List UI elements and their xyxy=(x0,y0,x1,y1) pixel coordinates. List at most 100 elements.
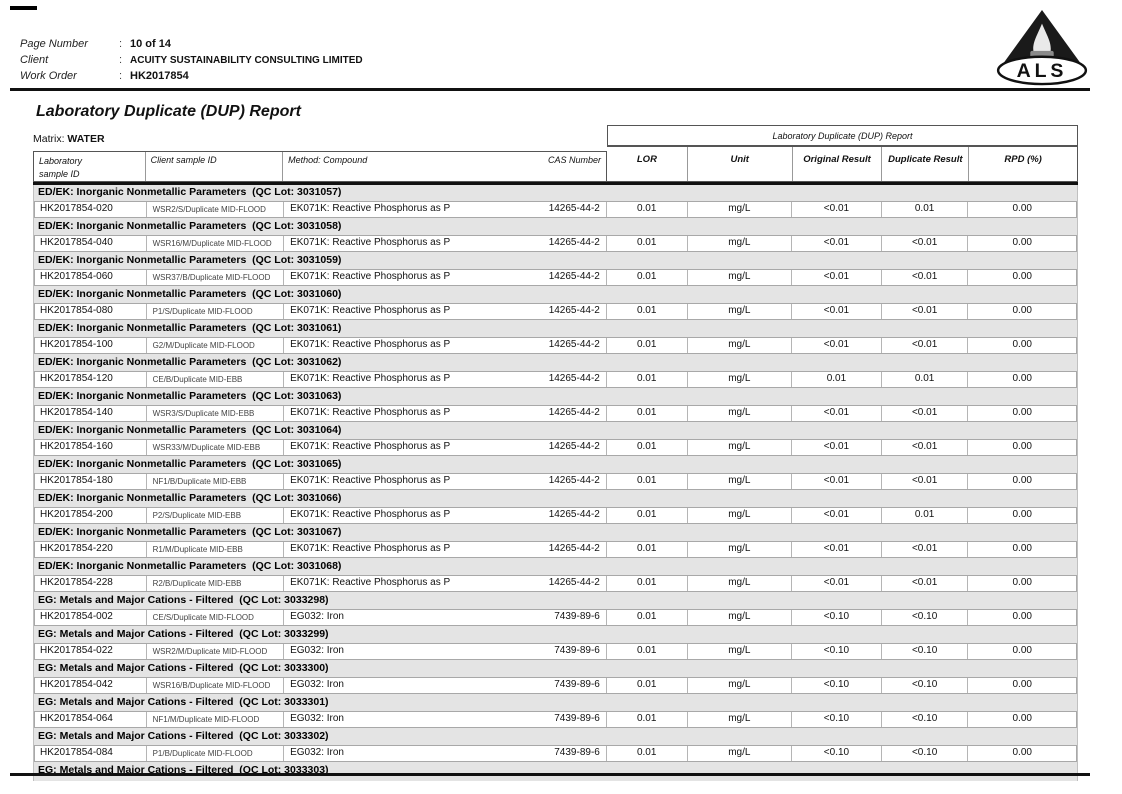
lab-sample-id-cell: HK2017854-200 xyxy=(35,508,147,523)
lor-cell: 0.01 xyxy=(607,474,688,489)
group-header: ED/EK: Inorganic Nonmetallic Parameters … xyxy=(34,219,1077,234)
method-cas-cell: EK071K: Reactive Phosphorus as P 14265-44… xyxy=(284,542,607,557)
lab-sample-id-cell: HK2017854-042 xyxy=(35,678,147,693)
group-header: ED/EK: Inorganic Nonmetallic Parameters … xyxy=(34,287,1077,302)
client-sample-id-cell: WSR2/M/Duplicate MID-FLOOD xyxy=(147,644,285,659)
client-sample-id-cell: CE/B/Duplicate MID-EBB xyxy=(147,372,285,387)
lor-cell: 0.01 xyxy=(607,236,688,251)
unit-cell: mg/L xyxy=(688,202,793,217)
table-row: HK2017854-228 R2/B/Duplicate MID-EBB EK071… xyxy=(34,575,1077,592)
lab-sample-id-cell: HK2017854-080 xyxy=(35,304,147,319)
client-sample-id-cell: WSR33/M/Duplicate MID-EBB xyxy=(147,440,285,455)
unit-cell: mg/L xyxy=(688,304,793,319)
lab-sample-id-cell: HK2017854-040 xyxy=(35,236,147,251)
rpd-cell: 0.00 xyxy=(1012,611,1032,622)
group-header: EG: Metals and Major Cations - Filtered … xyxy=(34,729,1077,744)
span-header: Laboratory Duplicate (DUP) Report xyxy=(607,125,1078,146)
method-compound-value: EG032: Iron xyxy=(290,645,344,656)
original-result-cell: <0.10 xyxy=(792,712,882,727)
group-header: ED/EK: Inorganic Nonmetallic Parameters … xyxy=(34,525,1077,540)
duplicate-result-cell: 0.01 xyxy=(882,372,969,387)
client-label: Client xyxy=(20,54,49,66)
duplicate-result-cell: 0.01 xyxy=(882,202,969,217)
rpd-cell: 0.00 xyxy=(1012,407,1032,418)
method-compound-value: EK071K: Reactive Phosphorus as P xyxy=(290,203,451,214)
lab-sample-id-cell: HK2017854-022 xyxy=(35,644,147,659)
lor-cell: 0.01 xyxy=(607,678,688,693)
rpd-cell: 0.00 xyxy=(1012,509,1032,520)
cas-number-value: 7439-89-6 xyxy=(554,713,600,724)
lab-sample-id-cell: HK2017854-100 xyxy=(35,338,147,353)
col-client-sample-id: Client sample ID xyxy=(146,152,284,181)
unit-cell: mg/L xyxy=(688,406,793,421)
original-result-cell: <0.10 xyxy=(792,678,882,693)
rpd-cell: 0.00 xyxy=(1012,305,1032,316)
report-header: Page Number : 10 of 14 Client : ACUITY S… xyxy=(20,38,640,86)
original-result-cell: 0.01 xyxy=(792,372,882,387)
rpd-cell: 0.00 xyxy=(1012,441,1032,452)
unit-cell: mg/L xyxy=(688,474,793,489)
client-sample-id-cell: P1/B/Duplicate MID-FLOOD xyxy=(147,746,285,761)
page-number-value: 10 of 14 xyxy=(130,38,171,50)
table-body: ED/EK: Inorganic Nonmetallic Parameters … xyxy=(33,185,1078,781)
cas-number-value: 14265-44-2 xyxy=(548,237,600,248)
matrix-value: WATER xyxy=(67,133,105,145)
method-cas-cell: EG032: Iron 7439-89-6 xyxy=(284,678,607,693)
method-compound-value: EK071K: Reactive Phosphorus as P xyxy=(290,271,451,282)
table-row: HK2017854-200 P2/S/Duplicate MID-EBB EK071… xyxy=(34,507,1077,524)
col-laboratory-sample-id: Laboratory sample ID xyxy=(34,152,146,181)
method-compound-value: EG032: Iron xyxy=(290,679,344,690)
cas-number-value: 14265-44-2 xyxy=(548,509,600,520)
duplicate-result-cell: <0.01 xyxy=(882,304,969,319)
group-header: ED/EK: Inorganic Nonmetallic Parameters … xyxy=(34,389,1077,404)
method-compound-value: EK071K: Reactive Phosphorus as P xyxy=(290,577,451,588)
duplicate-result-cell: <0.10 xyxy=(882,644,969,659)
col-unit: Unit xyxy=(688,147,793,181)
duplicate-result-cell: <0.01 xyxy=(882,576,969,591)
original-result-cell: <0.01 xyxy=(792,202,882,217)
lab-sample-id-cell: HK2017854-060 xyxy=(35,270,147,285)
table-row: HK2017854-220 R1/M/Duplicate MID-EBB EK071… xyxy=(34,541,1077,558)
lab-sample-id-cell: HK2017854-084 xyxy=(35,746,147,761)
rpd-cell: 0.00 xyxy=(1012,543,1032,554)
lor-cell: 0.01 xyxy=(607,202,688,217)
unit-cell: mg/L xyxy=(688,644,793,659)
duplicate-result-cell: <0.01 xyxy=(882,440,969,455)
col-method-cas: Method: Compound CAS Number xyxy=(283,152,606,181)
table-row: HK2017854-140 WSR3/S/Duplicate MID-EBB EK0… xyxy=(34,405,1077,422)
client-sample-id-cell: WSR2/S/Duplicate MID-FLOOD xyxy=(147,202,285,217)
unit-cell: mg/L xyxy=(688,270,793,285)
original-result-cell: <0.10 xyxy=(792,746,882,761)
unit-cell: mg/L xyxy=(688,372,793,387)
page-corner-mark xyxy=(10,6,37,10)
page-title: Laboratory Duplicate (DUP) Report xyxy=(36,103,301,120)
lab-sample-id-cell: HK2017854-020 xyxy=(35,202,147,217)
method-cas-cell: EK071K: Reactive Phosphorus as P 14265-44… xyxy=(284,406,607,421)
lab-sample-id-cell: HK2017854-220 xyxy=(35,542,147,557)
group-header: ED/EK: Inorganic Nonmetallic Parameters … xyxy=(34,423,1077,438)
client-sample-id-cell: CE/S/Duplicate MID-FLOOD xyxy=(147,610,285,625)
duplicate-result-cell: <0.10 xyxy=(882,712,969,727)
lor-cell: 0.01 xyxy=(607,610,688,625)
method-compound-value: EK071K: Reactive Phosphorus as P xyxy=(290,339,451,350)
method-cas-cell: EK071K: Reactive Phosphorus as P 14265-44… xyxy=(284,270,607,285)
original-result-cell: <0.01 xyxy=(792,576,882,591)
unit-cell: mg/L xyxy=(688,576,793,591)
method-cas-cell: EK071K: Reactive Phosphorus as P 14265-44… xyxy=(284,576,607,591)
group-header: EG: Metals and Major Cations - Filtered … xyxy=(34,627,1077,642)
method-cas-cell: EG032: Iron 7439-89-6 xyxy=(284,644,607,659)
method-compound-value: EG032: Iron xyxy=(290,611,344,622)
lab-sample-id-cell: HK2017854-064 xyxy=(35,712,147,727)
cas-number-value: 7439-89-6 xyxy=(554,679,600,690)
lor-cell: 0.01 xyxy=(607,372,688,387)
lab-sample-id-cell: HK2017854-120 xyxy=(35,372,147,387)
cas-number-value: 14265-44-2 xyxy=(548,577,600,588)
table-row: HK2017854-002 CE/S/Duplicate MID-FLOOD EG0… xyxy=(34,609,1077,626)
unit-cell: mg/L xyxy=(688,440,793,455)
rpd-cell: 0.00 xyxy=(1012,237,1032,248)
lor-cell: 0.01 xyxy=(607,644,688,659)
group-header: ED/EK: Inorganic Nonmetallic Parameters … xyxy=(34,491,1077,506)
method-cas-cell: EK071K: Reactive Phosphorus as P 14265-44… xyxy=(284,508,607,523)
cas-number-value: 14265-44-2 xyxy=(548,203,600,214)
